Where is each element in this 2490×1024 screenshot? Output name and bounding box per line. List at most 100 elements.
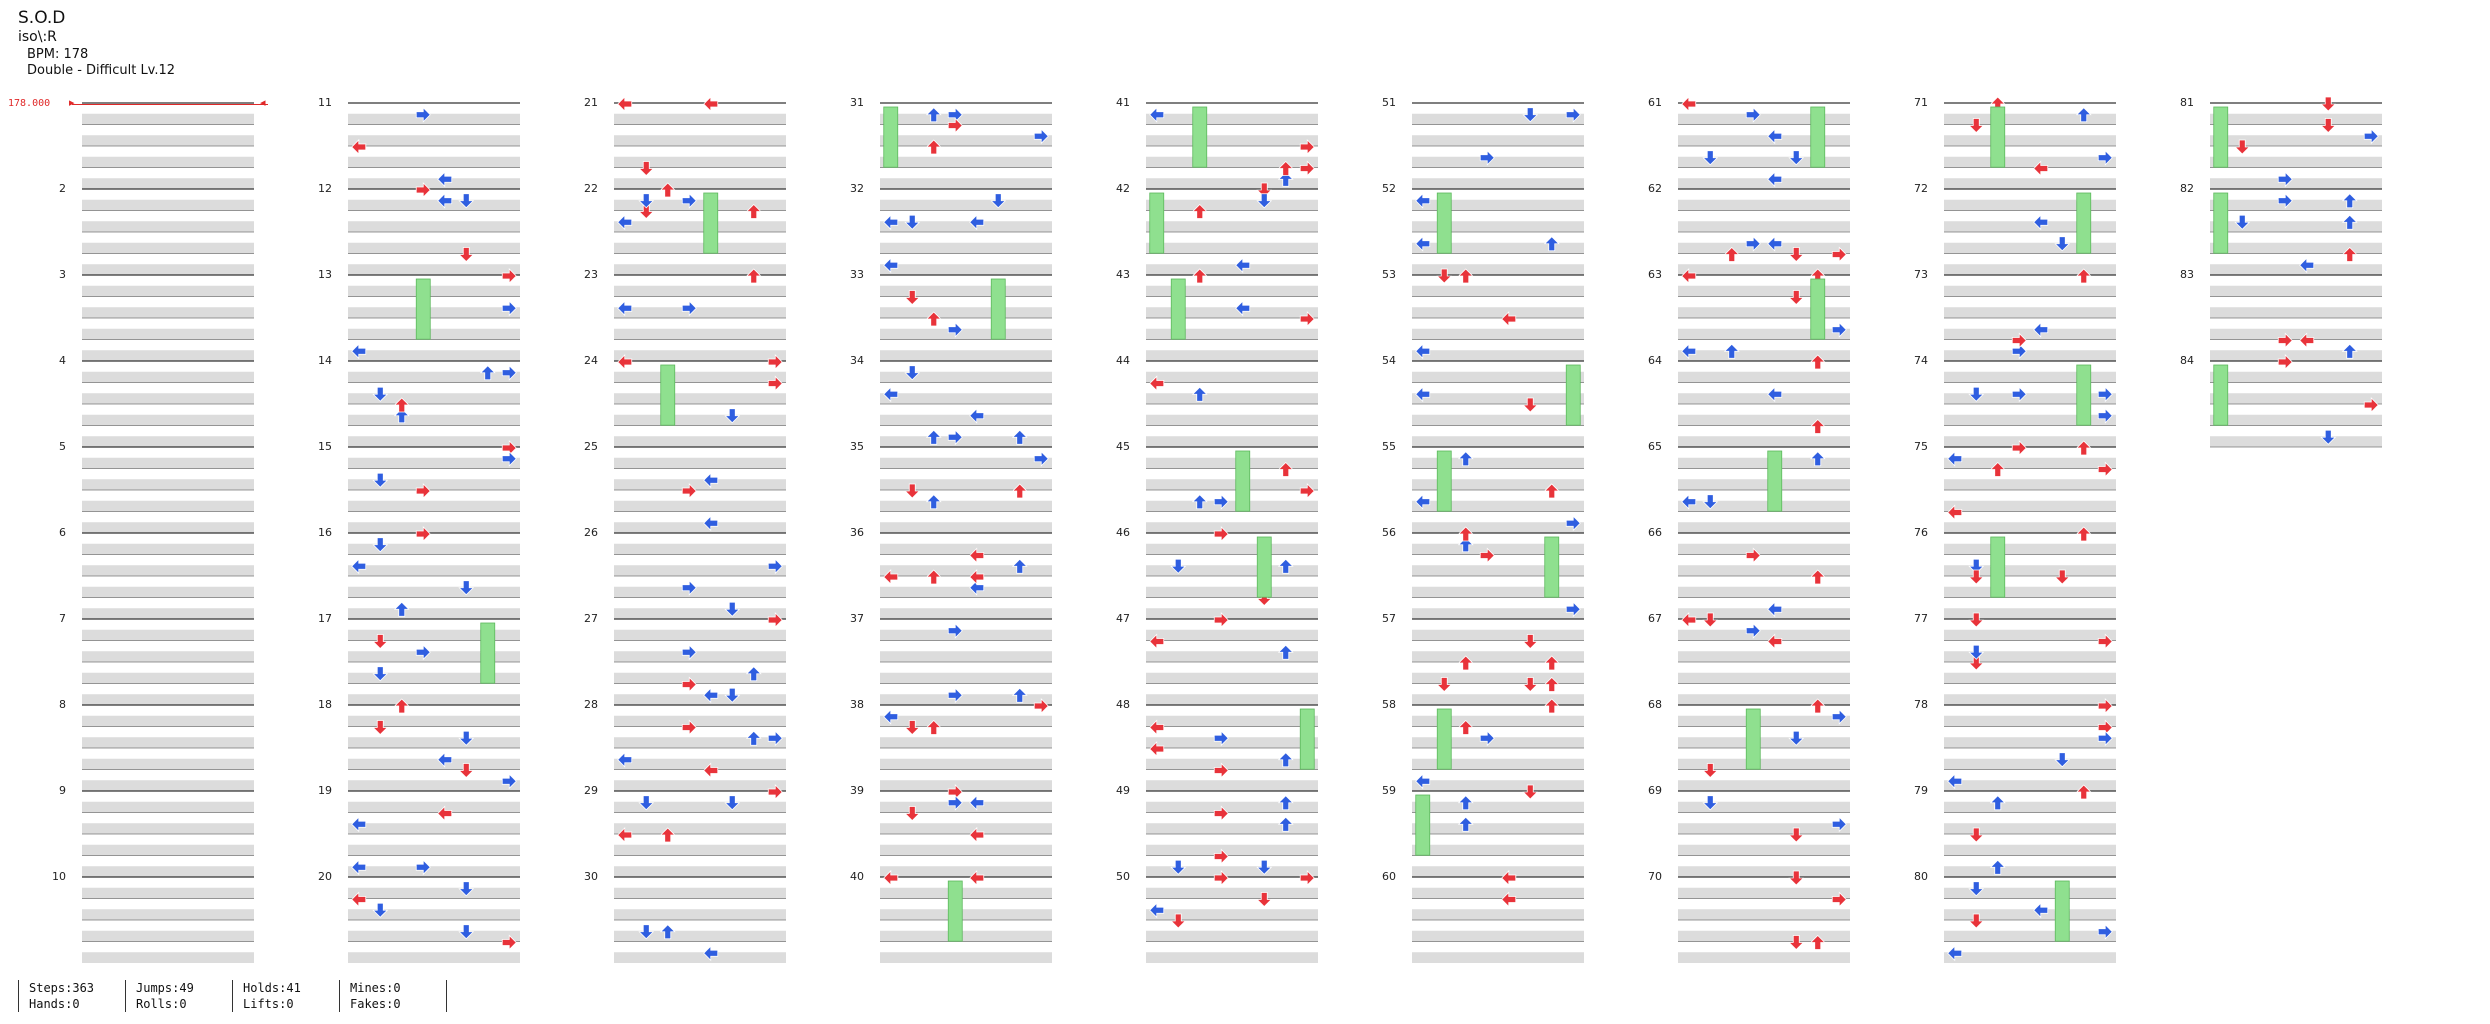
measure-33: 33 (850, 268, 1052, 361)
right-arrow-icon (2277, 171, 2293, 188)
measure-number: 20 (318, 870, 332, 883)
right-arrow-icon (947, 117, 963, 134)
down-arrow-icon (724, 408, 741, 424)
up-arrow-icon (2075, 784, 2092, 800)
beat-stripe (348, 479, 520, 490)
measure-number: 82 (2180, 182, 2194, 195)
beat-stripe (1678, 694, 1850, 705)
up-arrow-icon (2341, 214, 2358, 230)
measure-number: 53 (1382, 268, 1396, 281)
up-arrow-icon (745, 268, 762, 284)
measure-65: 65 (1648, 440, 1850, 533)
beat-stripe (1678, 909, 1850, 920)
left-arrow-icon (1947, 450, 1963, 467)
beat-stripe (348, 350, 520, 361)
left-arrow-icon (703, 472, 719, 489)
down-arrow-icon (638, 795, 655, 811)
left-arrow-icon (351, 891, 367, 908)
beat-stripe (614, 909, 786, 920)
measure-66: 66 (1648, 526, 1850, 619)
up-arrow-icon (1543, 655, 1560, 671)
beat-stripe (1412, 135, 1584, 146)
measure-number: 2 (59, 182, 66, 195)
measure-number: 68 (1648, 698, 1662, 711)
measure-67: 67 (1648, 612, 1850, 705)
right-arrow-icon (501, 450, 517, 467)
hold-body (1544, 536, 1560, 598)
left-arrow-icon (437, 171, 453, 188)
beat-stripe (82, 242, 254, 254)
left-arrow-icon (437, 751, 453, 768)
measure-8: 8 (59, 698, 254, 791)
hold-body (415, 278, 431, 340)
beat-stripe (348, 758, 520, 770)
beat-stripe (1146, 866, 1318, 877)
beat-stripe (1944, 436, 2116, 447)
beat-stripe (1146, 586, 1318, 598)
beat-stripe (82, 500, 254, 512)
beat-stripe (1944, 414, 2116, 426)
down-arrow-icon (1170, 558, 1187, 574)
right-arrow-icon (1479, 730, 1495, 747)
down-arrow-icon (904, 720, 921, 736)
up-arrow-icon (925, 719, 942, 735)
beat-stripe (1146, 500, 1318, 512)
beat-stripe (614, 586, 786, 598)
down-arrow-icon (1788, 730, 1805, 746)
measure-15: 15 (318, 440, 520, 533)
measure-number: 12 (318, 182, 332, 195)
beat-stripe (1146, 629, 1318, 641)
beat-stripe (1678, 651, 1850, 662)
beat-stripe (614, 113, 786, 125)
beat-stripe (82, 909, 254, 920)
right-arrow-icon (415, 644, 431, 661)
beat-stripe (82, 543, 254, 555)
down-arrow-icon (2234, 214, 2251, 230)
beat-stripe (1146, 715, 1318, 727)
beat-stripe (1678, 457, 1850, 469)
beat-stripe (348, 393, 520, 404)
left-arrow-icon (617, 214, 633, 231)
right-arrow-icon (767, 558, 783, 575)
measure-number: 71 (1914, 96, 1928, 109)
beat-stripe (880, 178, 1052, 189)
beat-stripe (1678, 479, 1850, 490)
beat-stripe (1412, 522, 1584, 533)
beat-stripe (1678, 156, 1850, 168)
beat-stripe (1678, 801, 1850, 813)
left-arrow-icon (351, 343, 367, 360)
up-arrow-icon (2341, 246, 2358, 262)
beat-stripe (1412, 414, 1584, 426)
down-arrow-icon (1702, 763, 1719, 779)
beat-stripe (880, 844, 1052, 856)
beat-stripe (2210, 156, 2382, 168)
beat-stripe (880, 113, 1052, 125)
left-arrow-icon (883, 214, 899, 231)
measure-number: 59 (1382, 784, 1396, 797)
measure-10: 10 (52, 870, 254, 963)
measure-40: 40 (850, 870, 1052, 963)
up-arrow-icon (1989, 461, 2006, 477)
left-arrow-icon (1681, 96, 1697, 112)
beat-stripe (880, 629, 1052, 641)
up-arrow-icon (1277, 816, 1294, 832)
beat-stripe (1146, 909, 1318, 920)
right-arrow-icon (2363, 397, 2379, 413)
beat-stripe (348, 823, 520, 834)
measure-26: 26 (584, 526, 786, 619)
beat-stripe (1412, 457, 1584, 469)
beat-stripe (614, 285, 786, 297)
beat-stripe (348, 285, 520, 297)
beat-stripe (1146, 307, 1318, 318)
measure-71: 71 (1914, 96, 2116, 189)
measure-80: 80 (1914, 870, 2116, 963)
left-arrow-icon (969, 569, 985, 585)
down-arrow-icon (638, 193, 655, 209)
beat-stripe (880, 135, 1052, 146)
beat-stripe (1412, 264, 1584, 275)
beat-stripe (348, 737, 520, 748)
hold-body (1192, 106, 1208, 168)
beat-stripe (1412, 651, 1584, 662)
down-arrow-icon (724, 601, 741, 617)
up-arrow-icon (1277, 558, 1294, 574)
